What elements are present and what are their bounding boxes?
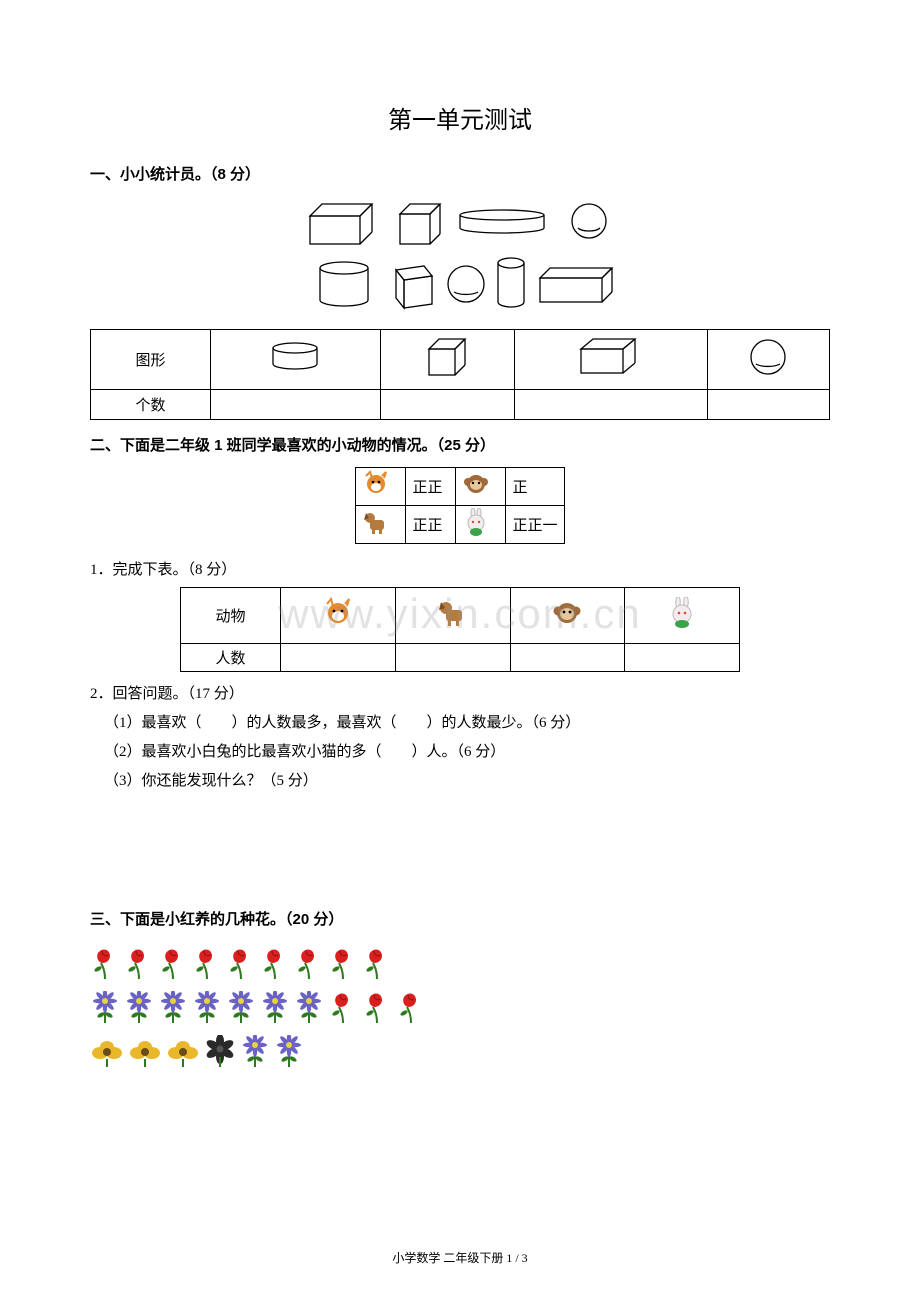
purple-flower-icon — [90, 991, 120, 1029]
section2-q2-2: （2）最喜欢小白兔的比最喜欢小猫的多（ ）人。（6 分） — [104, 740, 830, 761]
count-cell — [211, 390, 381, 420]
fox-icon — [281, 588, 396, 644]
section2-q2: 2．回答问题。（17 分） — [90, 682, 830, 703]
section2-heading: 二、下面是二年级 1 班同学最喜欢的小动物的情况。（25 分） — [90, 434, 830, 455]
purple-flower-icon — [226, 991, 256, 1029]
table1-label-shape: 图形 — [91, 330, 211, 390]
rose-flower-icon — [362, 947, 392, 985]
rose-flower-icon — [396, 991, 426, 1029]
tally-table: 正正 正 正正𠀁 — [355, 467, 564, 544]
tally-fox: 正正 — [406, 468, 456, 506]
rose-flower-icon — [328, 947, 358, 985]
rose-flower-icon — [124, 947, 154, 985]
rose-flower-icon — [328, 991, 358, 1029]
yellow-flower-icon — [128, 1035, 162, 1073]
rose-flower-icon — [226, 947, 256, 985]
tally-dog: 正正𠀁 — [406, 506, 456, 544]
rose-flower-icon — [294, 947, 324, 985]
rabbit-icon — [625, 588, 740, 644]
purple-flower-icon — [158, 991, 188, 1029]
rabbit-icon — [456, 506, 506, 544]
section3-heading: 三、下面是小红养的几种花。（20 分） — [90, 908, 830, 929]
monkey-icon — [456, 468, 506, 506]
flowers-display — [90, 947, 830, 1073]
rose-flower-icon — [362, 991, 392, 1029]
count-cell — [380, 390, 514, 420]
shape-cylinder-icon — [211, 330, 381, 390]
tally-monkey: 正 — [506, 468, 564, 506]
shapes-table: 图形 个数 — [90, 329, 830, 420]
purple-flower-icon — [192, 991, 222, 1029]
fox-icon — [356, 468, 406, 506]
black-flower-icon — [204, 1035, 236, 1073]
shape-cuboid-icon — [514, 330, 707, 390]
count-cell — [514, 390, 707, 420]
count-cell — [395, 644, 510, 672]
count-cell — [281, 644, 396, 672]
rose-flower-icon — [192, 947, 222, 985]
rose-flower-icon — [260, 947, 290, 985]
shape-cube-icon — [380, 330, 514, 390]
purple-flower-icon — [260, 991, 290, 1029]
tally-rabbit: 正正一 — [506, 506, 564, 544]
count-cell — [510, 644, 625, 672]
count-cell — [707, 390, 829, 420]
animal-count-table: 动物 — [180, 587, 740, 672]
rose-flower-icon — [90, 947, 120, 985]
dog-icon — [356, 506, 406, 544]
page-title: 第一单元测试 — [90, 100, 830, 135]
count-cell — [625, 644, 740, 672]
monkey-icon — [510, 588, 625, 644]
shapes-display — [90, 196, 830, 321]
table2-label-animal: 动物 — [181, 588, 281, 644]
shape-sphere-icon — [707, 330, 829, 390]
purple-flower-icon — [274, 1035, 304, 1073]
section1-heading: 一、小小统计员。（8 分） — [90, 163, 830, 184]
yellow-flower-icon — [166, 1035, 200, 1073]
purple-flower-icon — [240, 1035, 270, 1073]
page-footer: 小学数学 二年级下册 1 / 3 — [0, 1249, 920, 1266]
table2-label-count: 人数 — [181, 644, 281, 672]
dog-icon — [395, 588, 510, 644]
section2-q2-1: （1）最喜欢（ ）的人数最多，最喜欢（ ）的人数最少。（6 分） — [104, 711, 830, 732]
purple-flower-icon — [124, 991, 154, 1029]
yellow-flower-icon — [90, 1035, 124, 1073]
table1-label-count: 个数 — [91, 390, 211, 420]
purple-flower-icon — [294, 991, 324, 1029]
section2-q1: 1．完成下表。（8 分） — [90, 558, 830, 579]
rose-flower-icon — [158, 947, 188, 985]
section2-q2-3: （3）你还能发现什么？（5 分） — [104, 769, 830, 790]
